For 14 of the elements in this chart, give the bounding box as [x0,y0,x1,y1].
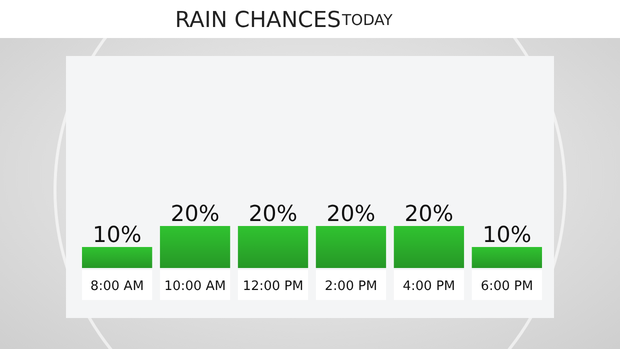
x-tick-label: 2:00 PM [324,279,378,294]
data-label: 20% [326,202,376,227]
x-tick-label: 6:00 PM [480,279,534,294]
data-label: 20% [404,202,454,227]
data-label: 10% [482,223,532,248]
chart-subtitle: TODAY [341,11,394,29]
data-label: 10% [92,223,142,248]
data-label: 20% [248,202,298,227]
x-tick-label: 4:00 PM [402,279,456,294]
x-tick-label: 12:00 PM [242,279,304,294]
chart-title: RAIN CHANCES [175,8,342,33]
x-tick-label: 10:00 AM [164,279,226,294]
data-label: 20% [170,202,220,227]
x-tick-label: 8:00 AM [90,279,144,294]
